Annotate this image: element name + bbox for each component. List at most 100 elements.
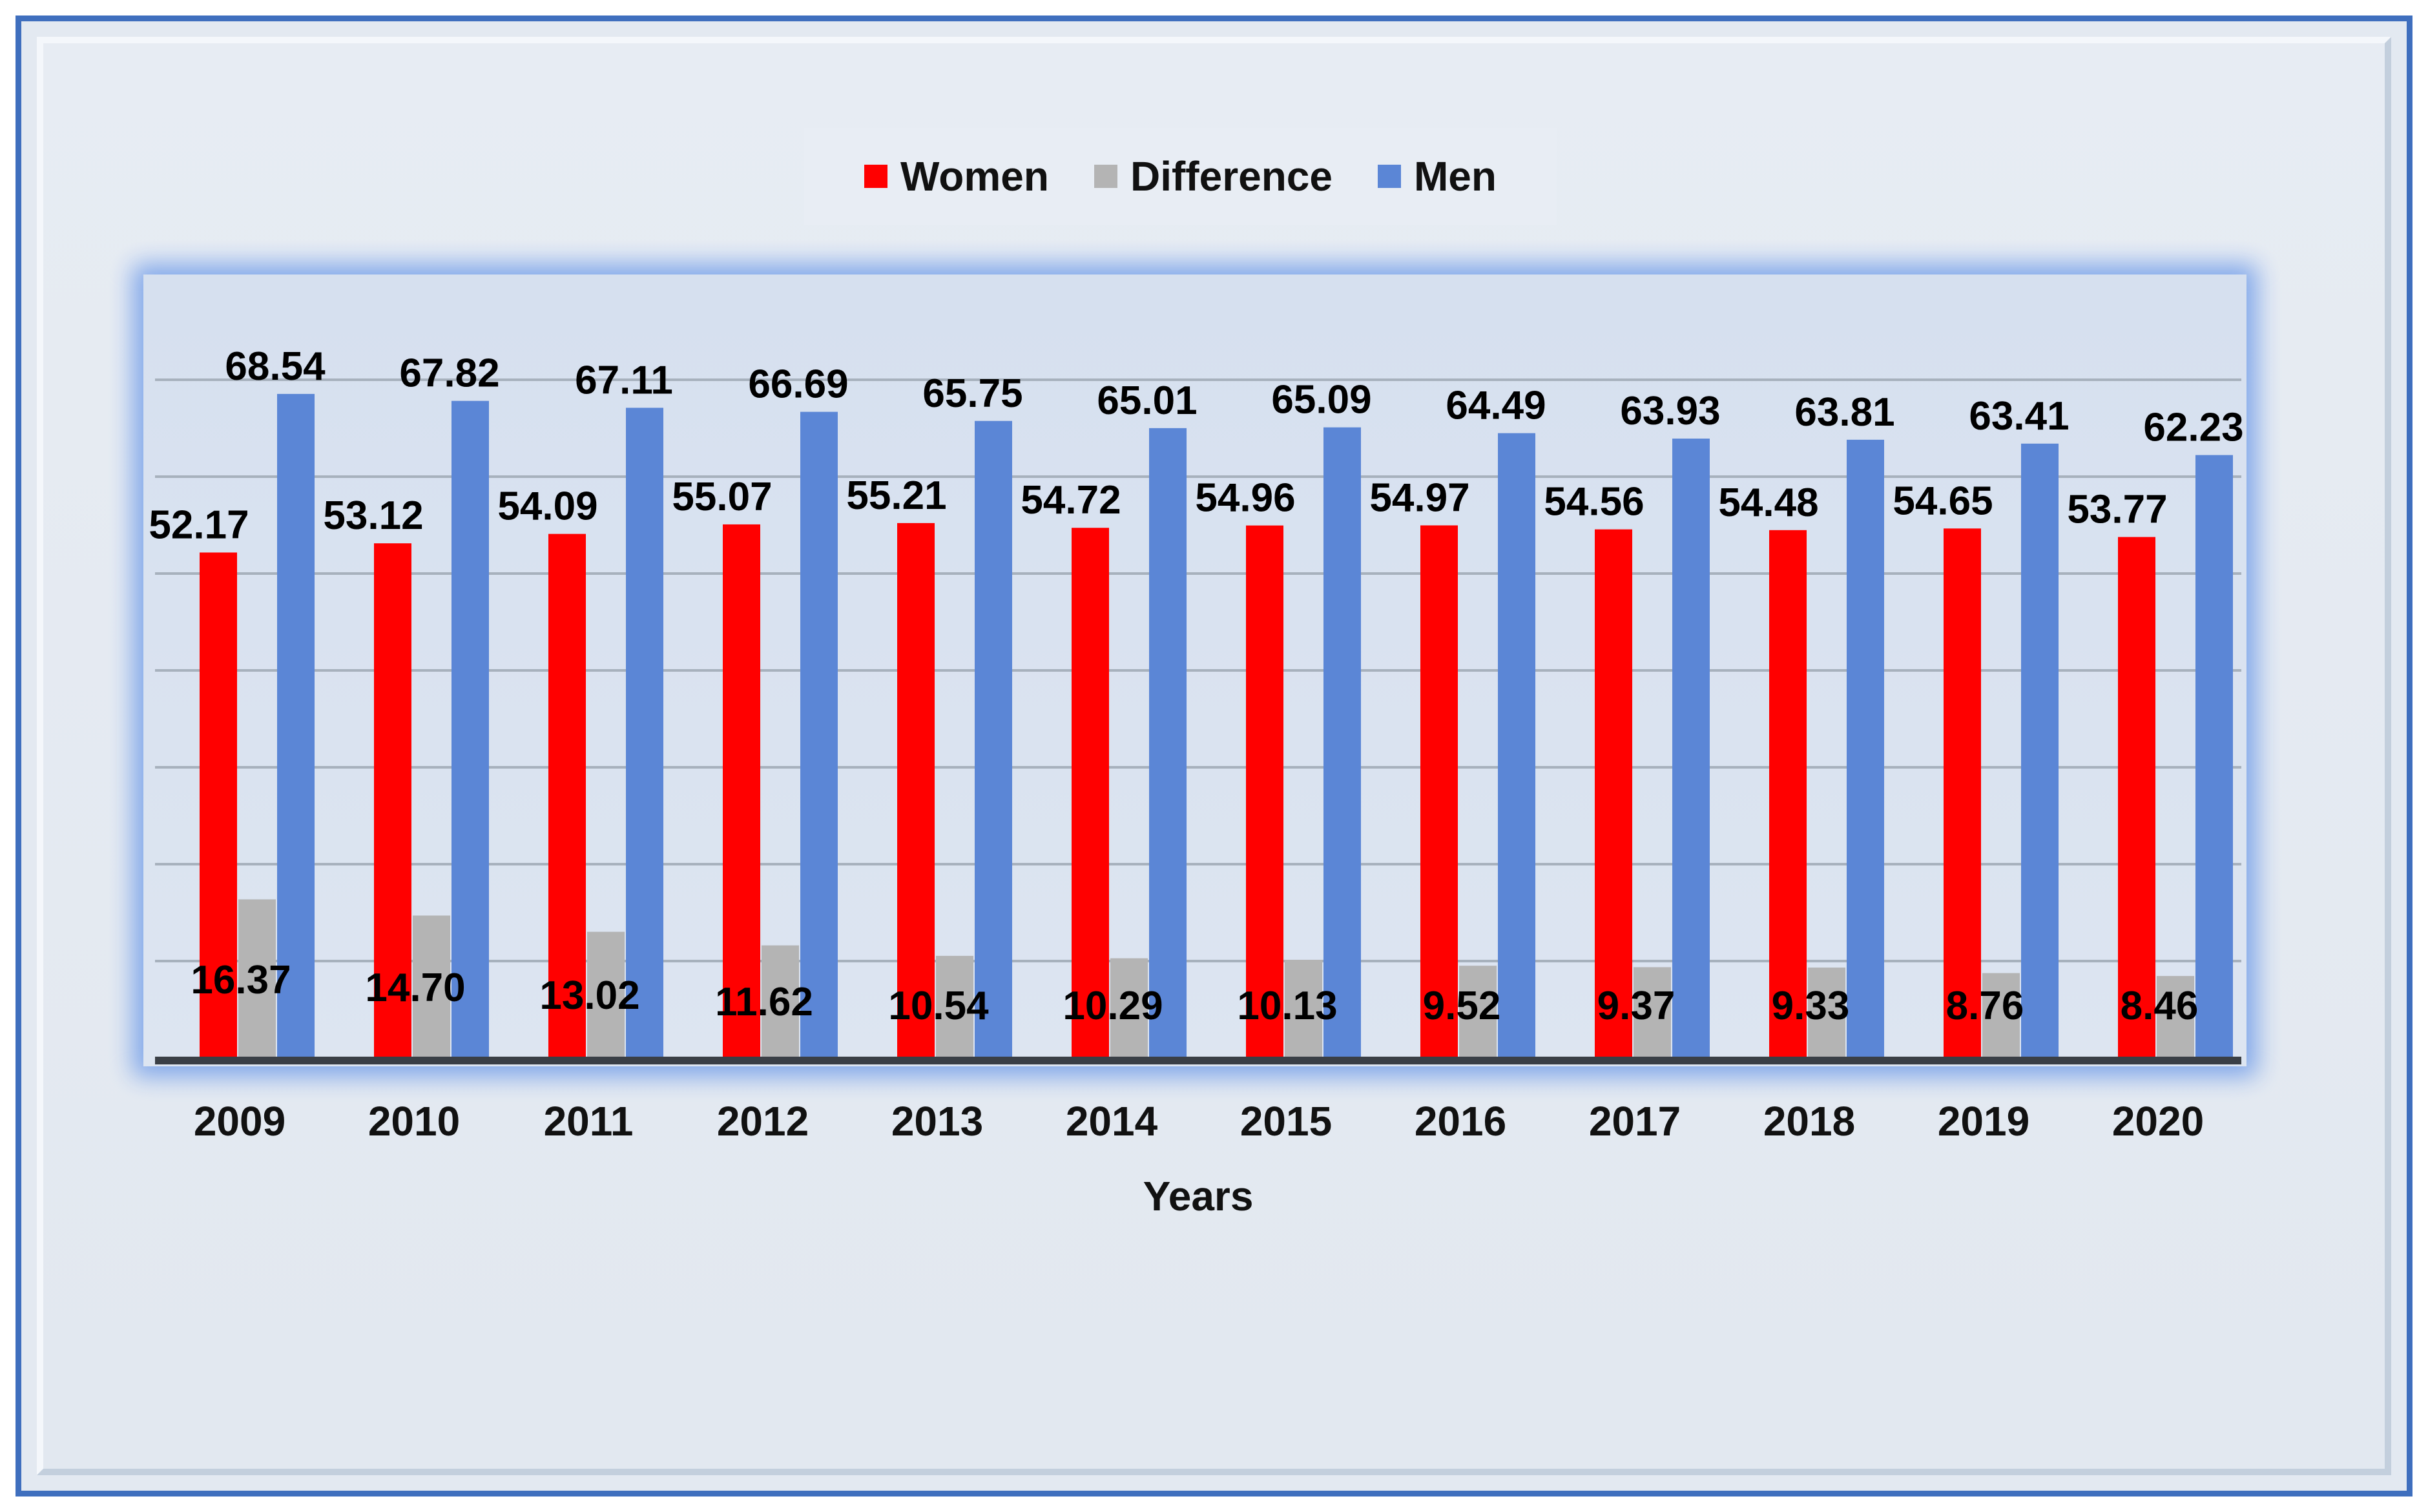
data-label-men-2020: 62.23 [2143,406,2243,450]
legend-item-difference: Difference [1094,152,1333,200]
data-label-women-2018: 54.48 [1718,481,1818,525]
data-label-men-2014: 65.01 [1097,378,1197,423]
data-label-difference-2018: 9.33 [1772,984,1850,1028]
data-label-men-2019: 63.41 [1969,394,2069,439]
bar-men-2010 [451,400,489,1058]
data-label-men-2018: 63.81 [1794,390,1894,435]
data-label-difference-2017: 9.37 [1597,984,1676,1028]
bar-men-2009 [277,393,315,1058]
data-label-difference-2012: 11.62 [715,980,813,1024]
data-label-men-2017: 63.93 [1620,389,1720,433]
bar-difference-2014 [1110,958,1148,1058]
bar-men-2015 [1323,427,1361,1058]
legend-item-men: Men [1377,152,1497,200]
data-label-difference-2016: 9.52 [1423,984,1501,1028]
data-label-women-2012: 55.07 [672,475,772,519]
data-labels: 52.17 16.37 68.54 53.12 14.70 67.82 54.09 13.02… [149,344,2243,1028]
x-tick-labels: 2009 2010 2011 2012 2013 2014 2015 2016 2017 2018… [194,1098,2204,1144]
bar-women-2013 [897,523,935,1058]
data-label-men-2011: 67.11 [575,358,673,402]
data-label-women-2020: 53.77 [2067,487,2167,532]
bar-women-2009 [200,552,237,1058]
data-label-women-2010: 53.12 [323,493,423,538]
data-label-men-2015: 65.09 [1271,378,1371,422]
x-tick-label-2020: 2020 [2112,1098,2204,1144]
bar-women-2014 [1072,528,1109,1058]
bar-men-2012 [800,411,838,1058]
data-label-difference-2011: 13.02 [539,973,639,1018]
data-label-difference-2020: 8.46 [2121,984,2199,1028]
bar-difference-2011 [587,931,625,1058]
bar-men-2020 [2195,455,2233,1058]
bar-men-2017 [1672,439,1710,1058]
data-label-difference-2014: 10.29 [1063,984,1163,1028]
bar-women-2011 [548,533,586,1058]
x-tick-label-2012: 2012 [717,1098,809,1144]
x-tick-label-2016: 2016 [1415,1098,1506,1144]
data-label-difference-2019: 8.76 [1946,984,2024,1028]
x-tick-label-2013: 2013 [891,1098,983,1144]
bar-women-2010 [374,543,411,1058]
bar-women-2012 [723,524,760,1058]
legend-label-difference: Difference [1130,153,1333,200]
bar-men-2019 [2021,443,2059,1058]
data-label-men-2016: 64.49 [1446,384,1546,428]
data-label-difference-2009: 16.37 [191,958,291,1002]
bar-difference-2009 [238,899,276,1058]
bar-women-2017 [1595,529,1632,1058]
x-axis-title: Years [1143,1173,1254,1219]
gridlines [155,378,2241,962]
x-tick-label-2018: 2018 [1763,1098,1855,1144]
legend-label-women: Women [900,153,1049,200]
bar-women-2016 [1420,525,1458,1058]
bar-difference-2010 [413,915,450,1058]
x-tick-label-2015: 2015 [1240,1098,1332,1144]
bar-men-2014 [1149,428,1187,1058]
bar-women-2015 [1246,525,1283,1058]
data-label-women-2015: 54.96 [1195,476,1295,521]
data-label-men-2012: 66.69 [748,362,848,407]
data-label-difference-2010: 14.70 [365,966,465,1010]
x-tick-label-2014: 2014 [1066,1098,1158,1144]
x-tick-label-2017: 2017 [1589,1098,1681,1144]
bar-men-2011 [626,408,663,1058]
data-label-women-2016: 54.97 [1369,475,1469,520]
bar-women-2020 [2118,537,2155,1058]
data-label-men-2010: 67.82 [399,351,499,396]
bar-women-2019 [1944,528,1981,1058]
data-label-men-2013: 65.75 [922,371,1022,416]
data-label-women-2014: 54.72 [1021,478,1121,523]
bar-men-2018 [1847,439,1884,1058]
data-label-women-2017: 54.56 [1544,480,1644,524]
legend: Women Difference Men [804,128,1557,225]
bar-difference-2013 [936,955,973,1058]
bar-women-2018 [1769,530,1807,1058]
data-label-difference-2015: 10.13 [1237,984,1337,1028]
bar-difference-2018 [1808,968,1845,1058]
data-label-women-2019: 54.65 [1893,479,1993,523]
bars [200,393,2233,1058]
bar-difference-2019 [1982,973,2020,1058]
bar-men-2016 [1498,433,1535,1058]
legend-label-men: Men [1413,153,1497,200]
data-label-women-2009: 52.17 [149,502,249,547]
bar-difference-2015 [1285,960,1322,1058]
data-label-men-2009: 68.54 [225,344,326,389]
bar-difference-2020 [2157,976,2194,1058]
x-tick-label-2010: 2010 [368,1098,460,1144]
legend-swatch-women [864,165,888,188]
bar-difference-2016 [1459,966,1497,1058]
data-label-women-2011: 54.09 [497,484,597,529]
bar-difference-2017 [1634,967,1671,1058]
legend-item-women: Women [864,152,1049,200]
bar-difference-2012 [762,945,799,1058]
x-tick-label-2009: 2009 [194,1098,285,1144]
bar-men-2013 [975,420,1012,1058]
data-label-women-2013: 55.21 [846,473,946,518]
x-tick-label-2011: 2011 [544,1098,634,1144]
legend-swatch-difference [1094,165,1117,188]
legend-swatch-men [1377,165,1401,188]
data-label-difference-2013: 10.54 [888,984,989,1028]
x-tick-label-2019: 2019 [1938,1098,2029,1144]
